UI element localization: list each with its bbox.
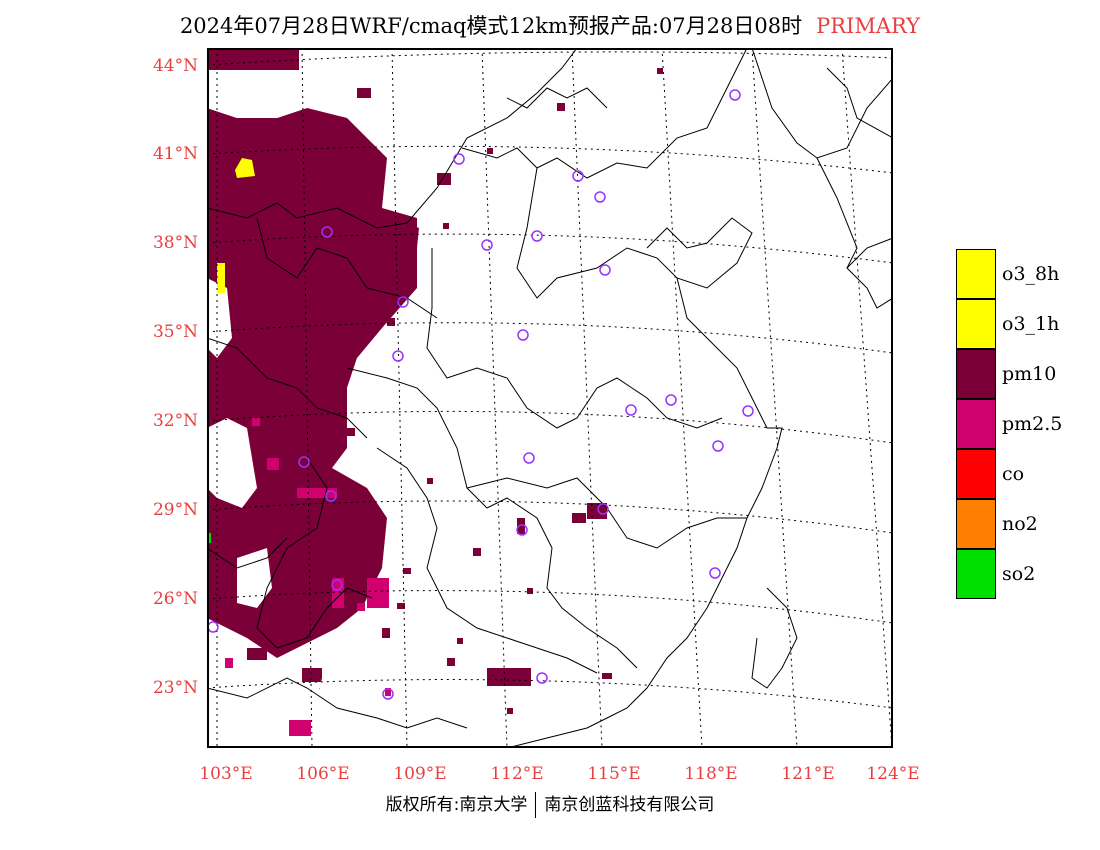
copyright-left: 版权所有:南京大学	[385, 795, 528, 815]
lon-label-103: 103°E	[199, 764, 253, 784]
pm10-region	[207, 48, 663, 714]
lon-label-121: 121°E	[781, 764, 835, 784]
legend-label: o3_1h	[1002, 313, 1060, 335]
forecast-map[interactable]	[207, 48, 893, 748]
legend-swatch	[956, 249, 996, 299]
lat-label-23: 23°N	[152, 678, 198, 698]
legend-item-pm25: pm2.5	[956, 399, 1100, 449]
legend-swatch	[956, 499, 996, 549]
primary-tag: PRIMARY	[816, 14, 921, 38]
footer-separator	[535, 792, 537, 818]
legend-label: o3_8h	[1002, 263, 1060, 285]
legend-label: pm10	[1002, 363, 1057, 385]
lon-label-112: 112°E	[490, 764, 544, 784]
legend-label: no2	[1002, 513, 1038, 535]
legend-item-no2: no2	[956, 499, 1100, 549]
lon-label-106: 106°E	[296, 764, 350, 784]
pollutant-legend: o3_8h o3_1h pm10 pm2.5 co no2 so2	[956, 249, 1100, 599]
lat-label-35: 35°N	[152, 322, 198, 342]
o3-region	[217, 158, 255, 293]
lon-label-109: 109°E	[393, 764, 447, 784]
lat-label-44: 44°N	[152, 56, 198, 76]
legend-swatch	[956, 399, 996, 449]
map-border	[207, 48, 893, 748]
legend-label: pm2.5	[1002, 413, 1063, 435]
lat-label-41: 41°N	[152, 144, 198, 164]
lon-label-115: 115°E	[587, 764, 641, 784]
legend-swatch	[956, 449, 996, 499]
copyright-right: 南京创蓝科技有限公司	[544, 795, 715, 815]
legend-item-o3-8h: o3_8h	[956, 249, 1100, 299]
legend-label: so2	[1002, 563, 1036, 585]
boundaries	[207, 48, 893, 748]
legend-swatch	[956, 549, 996, 599]
station-markers	[207, 89, 754, 700]
copyright-footer: 版权所有:南京大学 南京创蓝科技有限公司	[0, 790, 1100, 818]
legend-item-o3-1h: o3_1h	[956, 299, 1100, 349]
legend-swatch	[956, 349, 996, 399]
lat-label-32: 32°N	[152, 411, 198, 431]
legend-label: co	[1002, 463, 1025, 485]
legend-item-pm10: pm10	[956, 349, 1100, 399]
legend-swatch	[956, 299, 996, 349]
map-canvas	[207, 48, 893, 748]
lat-label-38: 38°N	[152, 233, 198, 253]
lon-label-124: 124°E	[866, 764, 920, 784]
graticule	[207, 48, 893, 748]
legend-item-co: co	[956, 449, 1100, 499]
clear-areas	[207, 70, 407, 748]
lat-label-26: 26°N	[152, 589, 198, 609]
map-title: 2024年07月28日WRF/cmaq模式12km预报产品:07月28日08时 P…	[0, 10, 1100, 40]
title-text: 2024年07月28日WRF/cmaq模式12km预报产品:07月28日08时	[179, 14, 803, 38]
legend-item-so2: so2	[956, 549, 1100, 599]
lat-label-29: 29°N	[152, 500, 198, 520]
lon-label-118: 118°E	[684, 764, 738, 784]
